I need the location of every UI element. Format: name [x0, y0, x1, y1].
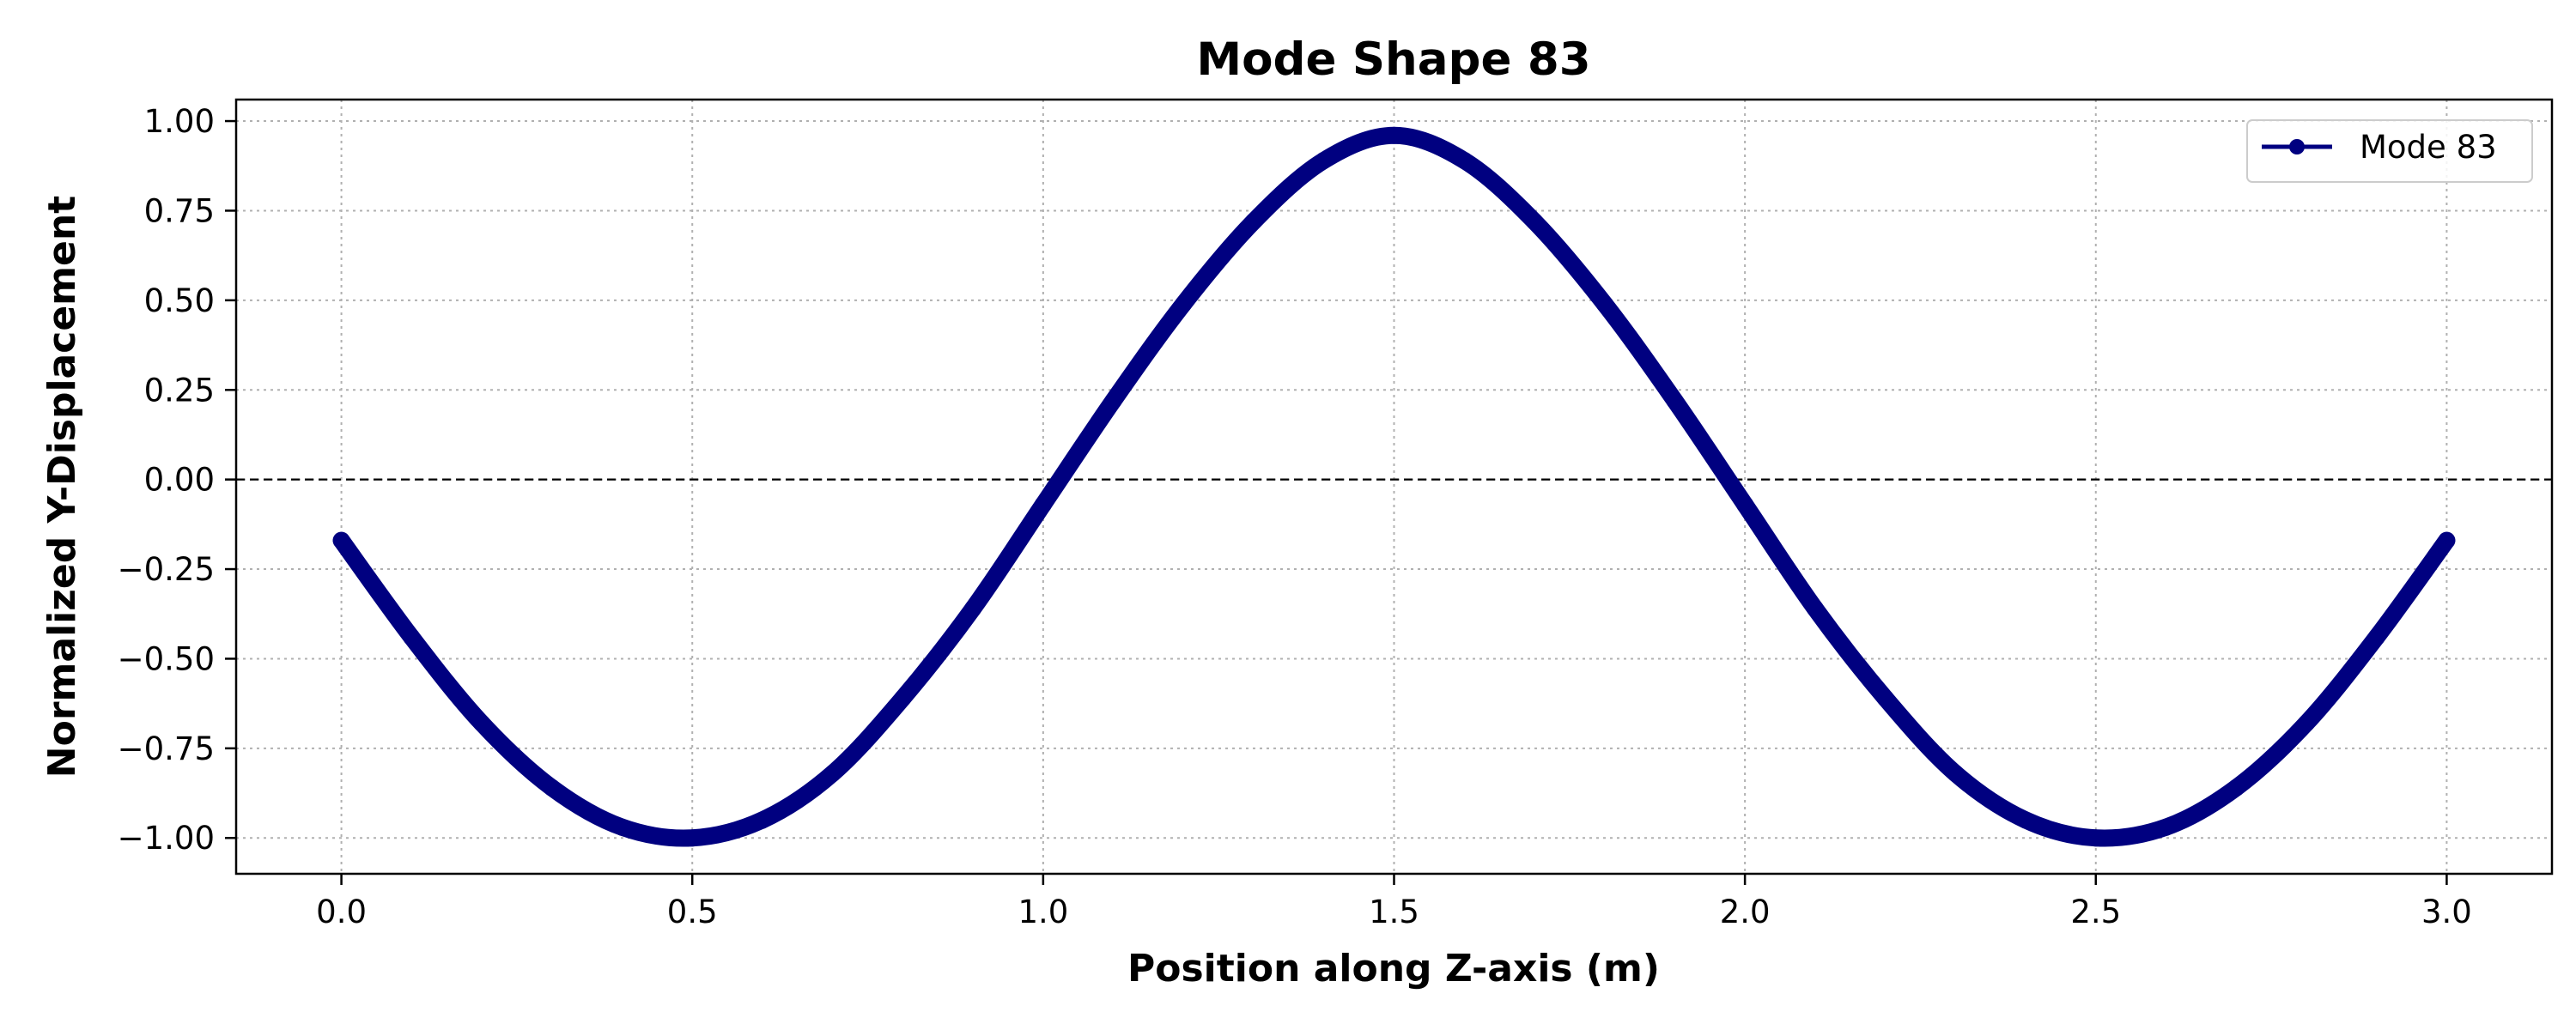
legend-marker-swatch [2289, 139, 2305, 154]
data-point [1876, 689, 1894, 707]
data-point [1385, 126, 1403, 144]
chart-title: Mode Shape 83 [1196, 33, 1590, 86]
y-tick-label: 0.75 [144, 192, 215, 229]
data-point [332, 531, 350, 549]
data-point [1666, 391, 1684, 409]
data-point [1175, 295, 1193, 313]
data-point [753, 811, 771, 829]
y-tick-label: −0.50 [118, 640, 215, 677]
data-point [964, 599, 982, 617]
data-point [2087, 829, 2105, 847]
x-tick-label: 2.5 [2070, 894, 2121, 930]
x-axis-label: Position along Z-axis (m) [1127, 947, 1660, 991]
data-point [2297, 714, 2315, 732]
x-tick-label: 0.0 [316, 894, 367, 930]
data-point [1736, 495, 1754, 513]
y-tick-label: −1.00 [118, 820, 215, 857]
data-point [473, 714, 491, 732]
data-point [823, 765, 841, 783]
data-point [1806, 599, 1824, 617]
series-group [332, 126, 2456, 847]
y-tick-label: 0.00 [144, 462, 215, 499]
y-tick-label: 0.25 [144, 372, 215, 409]
data-point [683, 829, 702, 847]
legend: Mode 83 [2246, 119, 2533, 183]
data-point [2227, 779, 2245, 797]
y-axis-label: Normalized Y-Displacement [40, 196, 84, 778]
y-tick-label: 0.50 [144, 282, 215, 319]
data-point [2438, 531, 2456, 549]
data-point [543, 779, 561, 797]
x-tick-label: 1.0 [1018, 894, 1068, 930]
data-point [1455, 151, 1473, 169]
x-tick-label: 3.0 [2421, 894, 2472, 930]
data-point [1947, 765, 1965, 783]
data-point [2367, 628, 2385, 646]
data-point [1525, 212, 1543, 230]
data-point [1245, 212, 1263, 230]
x-tick-label: 0.5 [667, 894, 718, 930]
data-point [1034, 495, 1052, 513]
x-tick-label: 2.0 [1720, 894, 1771, 930]
x-tick-label: 1.5 [1369, 894, 1419, 930]
x-axis-ticks: 0.0 0.5 1.0 1.5 2.0 2.5 3.0 [316, 874, 2472, 930]
y-tick-label: 1.00 [144, 103, 215, 140]
data-point [1315, 151, 1333, 169]
y-axis-ticks: 1.00 0.75 0.50 0.25 0.00 −0.25 −0.50 −0.75 −1.00 [118, 103, 236, 857]
data-point [1595, 295, 1613, 313]
data-point [613, 818, 631, 836]
data-point [2157, 818, 2175, 836]
data-point [894, 689, 912, 707]
y-tick-label: −0.75 [118, 730, 215, 767]
data-point [1104, 391, 1122, 409]
data-point [2017, 811, 2035, 829]
y-tick-label: −0.25 [118, 551, 215, 588]
legend-box [2246, 119, 2533, 183]
data-point [403, 628, 421, 646]
legend-label: Mode 83 [2360, 129, 2497, 166]
